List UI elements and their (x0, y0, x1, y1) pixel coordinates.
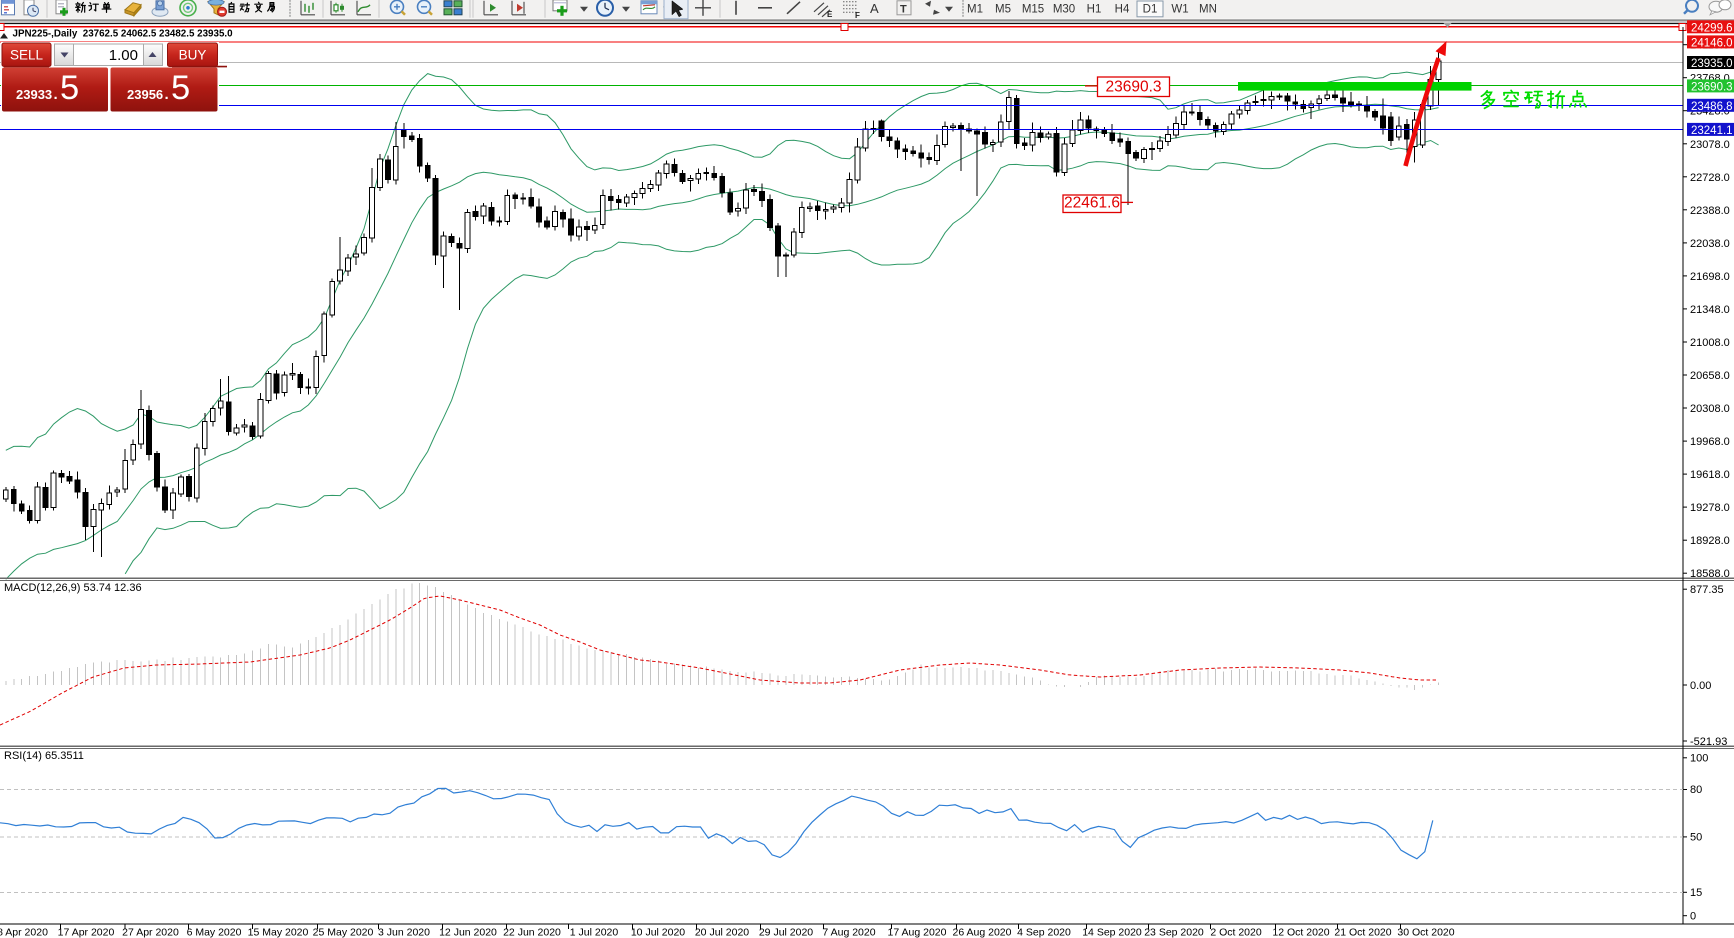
svg-text:22388.0: 22388.0 (1690, 205, 1730, 217)
svg-text:20308.0: 20308.0 (1690, 403, 1730, 415)
svg-text:T: T (900, 3, 907, 15)
svg-text:JPN225-,Daily 23762.5 24062.5: JPN225-,Daily 23762.5 24062.5 23482.5 23… (13, 29, 234, 40)
svg-text:.: . (165, 86, 169, 103)
svg-text:18928.0: 18928.0 (1690, 535, 1730, 547)
svg-text:A: A (870, 1, 879, 16)
svg-text:877.35: 877.35 (1690, 584, 1724, 596)
svg-text:12 Jun 2020: 12 Jun 2020 (439, 927, 497, 938)
svg-text:19618.0: 19618.0 (1690, 469, 1730, 481)
svg-text:2 Oct 2020: 2 Oct 2020 (1210, 927, 1262, 938)
svg-text:4 Sep 2020: 4 Sep 2020 (1017, 927, 1071, 938)
svg-text:23956: 23956 (127, 87, 163, 102)
svg-text:10 Jul 2020: 10 Jul 2020 (631, 927, 685, 938)
svg-text:23690.3: 23690.3 (1105, 79, 1161, 96)
svg-text:6 May 2020: 6 May 2020 (187, 927, 242, 938)
svg-text:3 Jun 2020: 3 Jun 2020 (378, 927, 430, 938)
svg-text:17 Apr 2020: 17 Apr 2020 (58, 927, 115, 938)
svg-text:12 Oct 2020: 12 Oct 2020 (1272, 927, 1329, 938)
svg-text:0: 0 (1690, 910, 1696, 922)
svg-text:20 Jul 2020: 20 Jul 2020 (695, 927, 749, 938)
svg-text:22 Jun 2020: 22 Jun 2020 (503, 927, 561, 938)
svg-text:MN: MN (1199, 3, 1217, 15)
svg-text:M15: M15 (1022, 3, 1044, 15)
svg-text:D1: D1 (1143, 3, 1158, 15)
svg-text:22038.0: 22038.0 (1690, 238, 1730, 250)
svg-text:E: E (827, 10, 833, 19)
svg-text:RSI(14) 65.3511: RSI(14) 65.3511 (4, 750, 84, 762)
svg-text:-521.93: -521.93 (1690, 736, 1727, 748)
svg-text:25 May 2020: 25 May 2020 (313, 927, 374, 938)
svg-text:15 May 2020: 15 May 2020 (248, 927, 309, 938)
svg-text:21 Oct 2020: 21 Oct 2020 (1334, 927, 1391, 938)
svg-text:14 Sep 2020: 14 Sep 2020 (1082, 927, 1142, 938)
svg-text:23933: 23933 (16, 87, 52, 102)
svg-text:23690.3: 23690.3 (1691, 81, 1733, 93)
svg-text:26 Aug 2020: 26 Aug 2020 (953, 927, 1012, 938)
svg-text:SELL: SELL (10, 48, 44, 63)
svg-text:23241.1: 23241.1 (1691, 125, 1733, 137)
svg-text:MACD(12,26,9) 53.74 12.36: MACD(12,26,9) 53.74 12.36 (4, 582, 142, 594)
svg-text:30 Oct 2020: 30 Oct 2020 (1397, 927, 1454, 938)
svg-text:1 Jul 2020: 1 Jul 2020 (570, 927, 619, 938)
svg-text:21698.0: 21698.0 (1690, 271, 1730, 283)
svg-text:21348.0: 21348.0 (1690, 304, 1730, 316)
svg-text:H4: H4 (1115, 3, 1130, 15)
svg-text:50: 50 (1690, 832, 1702, 844)
svg-text:17 Aug 2020: 17 Aug 2020 (888, 927, 947, 938)
svg-text:19968.0: 19968.0 (1690, 436, 1730, 448)
svg-text:23486.8: 23486.8 (1691, 101, 1733, 113)
svg-text:29 Jul 2020: 29 Jul 2020 (759, 927, 813, 938)
svg-text:27 Apr 2020: 27 Apr 2020 (122, 927, 179, 938)
svg-text:22728.0: 22728.0 (1690, 172, 1730, 184)
svg-text:W1: W1 (1171, 3, 1188, 15)
svg-text:15: 15 (1690, 887, 1702, 899)
svg-text:7 Aug 2020: 7 Aug 2020 (822, 927, 875, 938)
svg-text:M1: M1 (967, 3, 983, 15)
svg-text:1.00: 1.00 (109, 47, 138, 64)
svg-text:22461.6: 22461.6 (1064, 195, 1120, 212)
svg-text:H1: H1 (1087, 3, 1102, 15)
svg-text:BUY: BUY (179, 48, 207, 63)
svg-text:21008.0: 21008.0 (1690, 337, 1730, 349)
svg-text:M5: M5 (995, 3, 1011, 15)
svg-text:5: 5 (60, 69, 79, 107)
svg-text:23935.0: 23935.0 (1691, 58, 1733, 70)
svg-text:18588.0: 18588.0 (1690, 568, 1730, 580)
svg-text:.: . (54, 86, 58, 103)
svg-text:19278.0: 19278.0 (1690, 502, 1730, 514)
svg-text:100: 100 (1690, 753, 1708, 765)
svg-text:24146.0: 24146.0 (1691, 37, 1733, 49)
svg-text:8 Apr 2020: 8 Apr 2020 (0, 927, 48, 938)
svg-text:5: 5 (171, 69, 190, 107)
svg-text:20658.0: 20658.0 (1690, 370, 1730, 382)
svg-text:0.00: 0.00 (1690, 680, 1711, 692)
svg-text:24299.6: 24299.6 (1691, 22, 1733, 34)
svg-text:23078.0: 23078.0 (1690, 139, 1730, 151)
svg-text:80: 80 (1690, 784, 1702, 796)
svg-text:23 Sep 2020: 23 Sep 2020 (1144, 927, 1204, 938)
svg-text:F: F (855, 11, 860, 20)
svg-text:M30: M30 (1053, 3, 1075, 15)
